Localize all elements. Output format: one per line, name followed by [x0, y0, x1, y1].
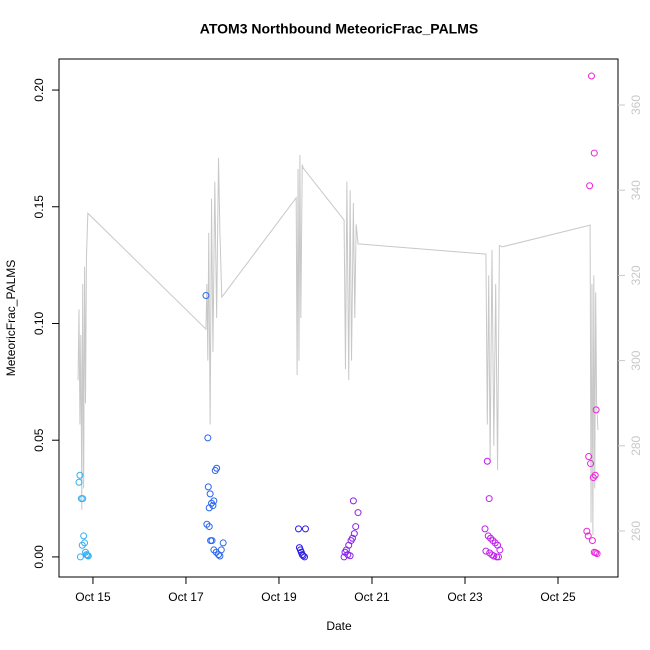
point: [340, 553, 348, 561]
point: [494, 553, 502, 561]
y-tick-label: 0.10: [32, 311, 46, 335]
point: [208, 537, 216, 545]
point: [76, 553, 84, 561]
y2-tick-label: 320: [629, 265, 643, 285]
x-tick-label: Oct 23: [447, 590, 483, 604]
point: [354, 509, 362, 517]
point: [209, 502, 217, 510]
point: [587, 72, 595, 80]
point: [491, 539, 499, 547]
point: [219, 539, 227, 547]
point: [586, 182, 594, 190]
point: [496, 546, 504, 554]
point: [482, 547, 490, 555]
point: [204, 434, 212, 442]
point: [84, 552, 92, 560]
x-axis-label: Date: [326, 619, 352, 633]
plot-box: [58, 58, 619, 578]
point: [210, 497, 218, 505]
point: [79, 495, 87, 503]
point: [583, 527, 591, 535]
point: [592, 406, 600, 414]
point: [81, 539, 89, 547]
point: [487, 534, 495, 542]
chart-title: ATOM3 Northbound MeteoricFrac_PALMS: [200, 21, 478, 37]
line-series: [77, 154, 599, 536]
point: [82, 551, 90, 559]
point: [205, 523, 213, 531]
y-tick-label: 0.05: [32, 428, 46, 452]
x-tick-label: Oct 19: [261, 590, 297, 604]
point: [484, 532, 492, 540]
y-axis-label: MeteoricFrac_PALMS: [4, 260, 18, 376]
point: [83, 551, 91, 559]
point: [481, 525, 489, 533]
point: [203, 520, 211, 528]
point: [590, 149, 598, 157]
x-tick-label: Oct 21: [354, 590, 390, 604]
point: [217, 546, 225, 554]
point: [352, 523, 360, 531]
point: [204, 483, 212, 491]
point: [584, 532, 592, 540]
y2-tick-label: 340: [629, 180, 643, 200]
point: [489, 537, 497, 545]
point: [299, 552, 307, 560]
y-tick-label: 0.00: [32, 545, 46, 569]
point: [587, 460, 595, 468]
point: [80, 532, 88, 540]
point: [493, 553, 501, 561]
point: [76, 471, 84, 479]
point: [592, 549, 600, 557]
point: [588, 537, 596, 545]
point: [206, 490, 214, 498]
point: [298, 551, 306, 559]
point: [295, 525, 303, 533]
y2-tick-label: 360: [629, 95, 643, 115]
point: [350, 530, 358, 538]
y-tick-label: 0.15: [32, 195, 46, 219]
y2-tick-label: 280: [629, 435, 643, 455]
point: [78, 541, 86, 549]
x-tick-label: Oct 17: [168, 590, 204, 604]
point: [202, 291, 210, 299]
y2-tick-label: 260: [629, 521, 643, 541]
point: [213, 464, 221, 472]
x-tick-label: Oct 15: [75, 590, 111, 604]
x-tick-label: Oct 25: [540, 590, 576, 604]
point: [301, 553, 309, 561]
point: [349, 497, 357, 505]
point: [216, 552, 224, 560]
point: [75, 478, 83, 486]
point: [301, 525, 309, 533]
point: [210, 546, 218, 554]
point: [585, 453, 593, 461]
point: [593, 550, 601, 558]
y-tick-label: 0.20: [32, 78, 46, 102]
point: [591, 471, 599, 479]
y2-tick-label: 300: [629, 350, 643, 370]
point: [485, 495, 493, 503]
point: [483, 457, 491, 465]
